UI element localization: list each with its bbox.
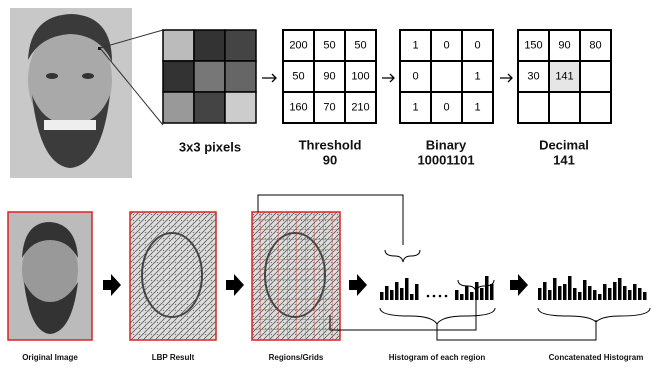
hist-bar (563, 284, 567, 300)
pixel (194, 61, 225, 92)
hist-bar (548, 290, 552, 300)
cell-value: 90 (323, 70, 335, 82)
hist-bar (608, 288, 612, 300)
hist-bar (480, 288, 484, 300)
grid-cell (518, 92, 549, 123)
threshold-grid: 200 50 50 50 90 100 160 70 210 (283, 30, 376, 123)
step-caption: Concatenated Histogram (549, 353, 644, 362)
hist-bar (485, 276, 489, 300)
hist-bar (568, 276, 572, 300)
hist-bar (583, 280, 587, 300)
lbp-result (130, 212, 216, 340)
hist-bar (603, 284, 607, 300)
binary-label: Binary (426, 137, 467, 152)
hist-bar (543, 282, 547, 300)
cell-value: 70 (323, 101, 335, 113)
lbp-diagram: 3x3 pixels Threshold 90 Binary 10001101 … (0, 0, 665, 368)
pixel (194, 30, 225, 61)
decimal-value: 141 (553, 152, 575, 167)
hist-bar (628, 290, 632, 300)
hist-bar (405, 278, 409, 300)
grid-cell (580, 61, 611, 92)
cell-value: 0 (443, 39, 449, 51)
hist-bar (573, 288, 577, 300)
cell-value: 0 (474, 39, 480, 51)
cell-value: 141 (555, 70, 573, 82)
hist-bar (470, 292, 474, 300)
cell-value: 100 (351, 70, 369, 82)
cell-value: 1 (412, 39, 418, 51)
hist-bar (558, 286, 562, 300)
step-caption: Regions/Grids (269, 353, 324, 362)
cell-value: 50 (292, 70, 304, 82)
hist-bar (410, 294, 414, 300)
regions-grid (252, 212, 340, 340)
cell-value: 30 (527, 70, 539, 82)
binary-grid: 1 0 0 0 1 1 0 1 (400, 30, 493, 123)
hist-bar (415, 284, 419, 300)
decimal-label: Decimal (539, 137, 589, 152)
grid-cell (431, 61, 462, 92)
threshold-value: 90 (323, 152, 337, 167)
cell-value: 1 (474, 101, 480, 113)
step-caption: Histogram of each region (389, 353, 486, 362)
cell-value: 200 (289, 39, 307, 51)
hist-bar (618, 278, 622, 300)
grid-cell (580, 92, 611, 123)
hist-bar (465, 286, 469, 300)
cell-value: 1 (474, 70, 480, 82)
hist-bar (633, 284, 637, 300)
hist-bar (553, 278, 557, 300)
dots (427, 295, 448, 298)
cell-value: 0 (443, 101, 449, 113)
original-image (8, 212, 92, 340)
hist-bar (643, 292, 647, 300)
hist-bar (385, 286, 389, 300)
threshold-label: Threshold (299, 137, 362, 152)
cell-value: 160 (289, 101, 307, 113)
face-photo (10, 8, 163, 178)
hist-bar (588, 286, 592, 300)
pixel (163, 92, 194, 123)
pixels-label: 3x3 pixels (179, 139, 241, 154)
hist-bar (538, 288, 542, 300)
cell-value: 0 (412, 70, 418, 82)
binary-value: 10001101 (417, 152, 474, 167)
cell-value: 50 (354, 39, 366, 51)
step-caption: LBP Result (152, 353, 195, 362)
hist-bar (475, 282, 479, 300)
grid-cell (549, 92, 580, 123)
hist-bar (623, 286, 627, 300)
pixel (225, 30, 256, 61)
cell-value: 150 (524, 39, 542, 51)
hist-bar (578, 292, 582, 300)
pixel (163, 61, 194, 92)
pixel (163, 30, 194, 61)
pixel (225, 92, 256, 123)
cell-value: 1 (412, 101, 418, 113)
hist-bar (390, 290, 394, 300)
cell-value: 90 (558, 39, 570, 51)
hist-bar (638, 288, 642, 300)
hist-bar (455, 290, 459, 300)
decimal-grid: 150 90 80 30 141 (518, 30, 611, 123)
hist-bar (598, 294, 602, 300)
hist-bar (460, 294, 464, 300)
hist-bar (490, 284, 494, 300)
hist-bar (380, 292, 384, 300)
pixel (194, 92, 225, 123)
step-caption: Original Image (22, 353, 78, 362)
cell-value: 80 (589, 39, 601, 51)
hist-bar (613, 282, 617, 300)
hist-bar (395, 282, 399, 300)
pixel (225, 61, 256, 92)
cell-value: 210 (351, 101, 369, 113)
hist-bar (400, 288, 404, 300)
hist-bar (593, 290, 597, 300)
cell-value: 50 (323, 39, 335, 51)
pixel-grid (163, 30, 256, 123)
